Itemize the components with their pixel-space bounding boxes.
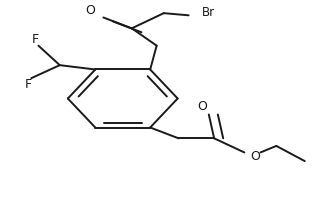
Text: Br: Br [202,6,215,19]
Text: F: F [32,33,39,46]
Text: O: O [86,4,95,17]
Text: F: F [25,78,32,91]
Text: O: O [197,100,207,113]
Text: O: O [251,150,261,163]
